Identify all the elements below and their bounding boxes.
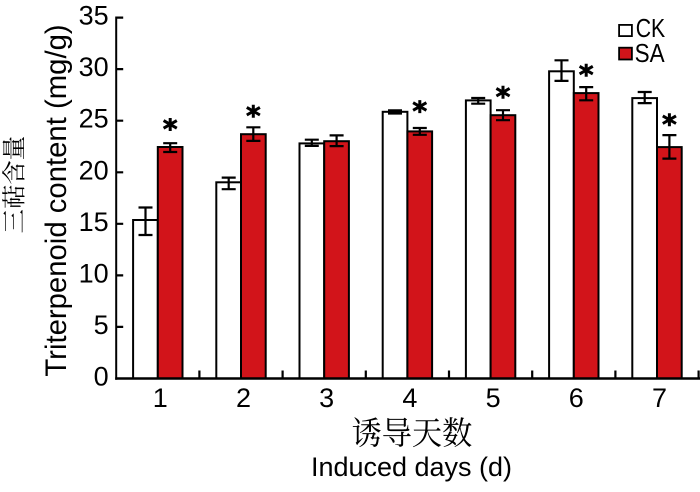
svg-text:SA: SA (635, 38, 666, 68)
svg-text:Induced days (d): Induced days (d) (311, 452, 512, 482)
svg-text:Triterpenoid content (mg/g): Triterpenoid content (mg/g) (40, 24, 73, 376)
svg-text:30: 30 (79, 52, 109, 82)
svg-text:2: 2 (236, 383, 251, 413)
svg-text:25: 25 (79, 104, 109, 134)
svg-text:5: 5 (486, 383, 501, 413)
svg-text:7: 7 (652, 383, 667, 413)
svg-text:10: 10 (79, 258, 109, 288)
svg-text:5: 5 (94, 310, 109, 340)
svg-text:1: 1 (153, 383, 168, 413)
svg-text:3: 3 (319, 383, 334, 413)
svg-text:20: 20 (79, 155, 109, 185)
svg-text:CK: CK (636, 13, 666, 43)
svg-text:4: 4 (402, 383, 417, 413)
svg-text:0: 0 (94, 362, 109, 392)
svg-text:6: 6 (569, 383, 584, 413)
svg-text:15: 15 (79, 207, 109, 237)
svg-text:35: 35 (79, 1, 109, 31)
